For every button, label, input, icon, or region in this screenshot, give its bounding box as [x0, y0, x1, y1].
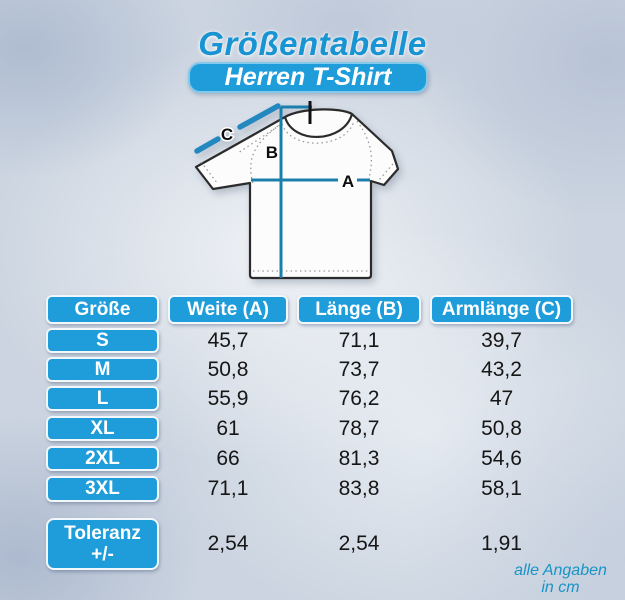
tshirt-outline: [194, 108, 400, 280]
tolerance-badge: Toleranz +/-: [46, 518, 159, 570]
value-armlaenge: 39,7: [481, 328, 522, 352]
value-laenge: 78,7: [338, 416, 380, 440]
tshirt-measurement-diagram: A B C: [194, 101, 400, 280]
table-row: 2XL 66 81,3 54,6: [0, 446, 625, 471]
size-badge: M: [46, 357, 159, 382]
value-laenge: 76,2: [338, 386, 380, 410]
size-badge: 3XL: [46, 476, 159, 502]
page-title: Größentabelle: [198, 25, 427, 62]
table-row: S 45,7 71,1 39,7: [0, 328, 625, 353]
subtitle-banner: Herren T-Shirt: [188, 62, 428, 93]
measure-label-a: A: [342, 172, 354, 191]
value-weite: 71,1: [207, 477, 249, 500]
subtitle-text: Herren T-Shirt: [224, 63, 392, 91]
tolerance-label-line2: +/-: [91, 544, 114, 565]
tolerance-row: Toleranz +/- 2,54 2,54 1,91: [0, 518, 625, 570]
tshirt-stitching: [200, 120, 394, 272]
value-weite: 45,7: [207, 328, 249, 352]
value-laenge: 81,3: [338, 446, 380, 470]
value-laenge: 73,7: [338, 357, 380, 381]
tshirt-collar: [283, 113, 354, 138]
size-badge: S: [46, 328, 159, 353]
value-laenge: 71,1: [338, 328, 380, 352]
value-weite: 66: [216, 446, 240, 470]
table-header-row: Größe Weite (A) Länge (B) Armlänge (C): [0, 295, 625, 324]
value-weite: 55,9: [207, 386, 249, 410]
measure-label-b: B: [266, 143, 278, 162]
value-armlaenge: 43,2: [481, 357, 522, 381]
size-badge: XL: [46, 416, 159, 441]
header-armlaenge: Armlänge (C): [430, 295, 573, 324]
tolerance-laenge: 2,54: [338, 532, 380, 555]
value-laenge: 83,8: [338, 477, 380, 500]
table-row: L 55,9 76,2 47: [0, 386, 625, 411]
tolerance-label-line1: Toleranz: [64, 523, 141, 544]
tolerance-weite: 2,54: [207, 532, 249, 555]
units-footnote: alle Angaben in cm: [478, 562, 625, 596]
value-armlaenge: 58,1: [481, 477, 522, 500]
measure-line-c: [194, 103, 281, 154]
value-weite: 50,8: [207, 357, 249, 381]
header-laenge: Länge (B): [297, 295, 421, 324]
units-footnote-line2: in cm: [541, 579, 580, 596]
measure-lines-ab: [251, 105, 370, 278]
size-badge: 2XL: [46, 446, 159, 471]
value-armlaenge: 50,8: [481, 416, 522, 440]
size-badge: L: [46, 386, 159, 411]
value-armlaenge: 54,6: [481, 446, 522, 470]
value-armlaenge: 47: [489, 386, 514, 410]
table-row: 3XL 71,1 83,8 58,1: [0, 476, 625, 502]
table-row: XL 61 78,7 50,8: [0, 416, 625, 441]
table-row: M 50,8 73,7 43,2: [0, 357, 625, 382]
measure-label-c: C: [221, 125, 233, 144]
units-footnote-line1: alle Angaben: [514, 562, 607, 579]
value-weite: 61: [216, 416, 240, 440]
header-weite: Weite (A): [168, 295, 288, 324]
header-groesse: Größe: [46, 295, 159, 324]
tolerance-armlaenge: 1,91: [481, 532, 522, 555]
